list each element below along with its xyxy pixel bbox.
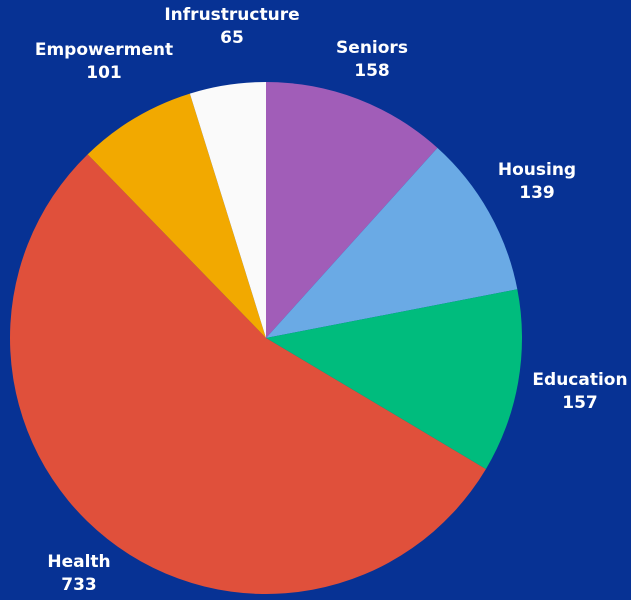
slice-label-seniors: Seniors: [336, 38, 408, 58]
slice-label-housing: Housing: [498, 160, 576, 180]
pie-labels: Seniors 158 Housing 139 Education 157 Health 73…: [35, 5, 628, 595]
slice-value-empowerment: 101: [86, 63, 122, 83]
pie-slice-education: [266, 289, 522, 470]
slice-value-health: 733: [61, 575, 97, 595]
pie-slice-health: [10, 154, 486, 594]
slice-label-education: Education: [532, 370, 627, 390]
slice-value-education: 157: [562, 393, 598, 413]
pie-slices: [10, 82, 522, 594]
pie-slice-housing: [266, 147, 518, 338]
slice-value-housing: 139: [519, 183, 555, 203]
pie-slice-empowerment: [87, 93, 266, 338]
slice-value-infrustructure: 65: [220, 28, 244, 48]
slice-label-infrustructure: Infrustructure: [164, 5, 299, 25]
slice-value-seniors: 158: [354, 61, 390, 81]
slice-label-health: Health: [47, 552, 110, 572]
slice-label-empowerment: Empowerment: [35, 40, 173, 60]
pie-slice-seniors: [266, 82, 438, 338]
pie-slice-infrustructure: [189, 82, 266, 338]
